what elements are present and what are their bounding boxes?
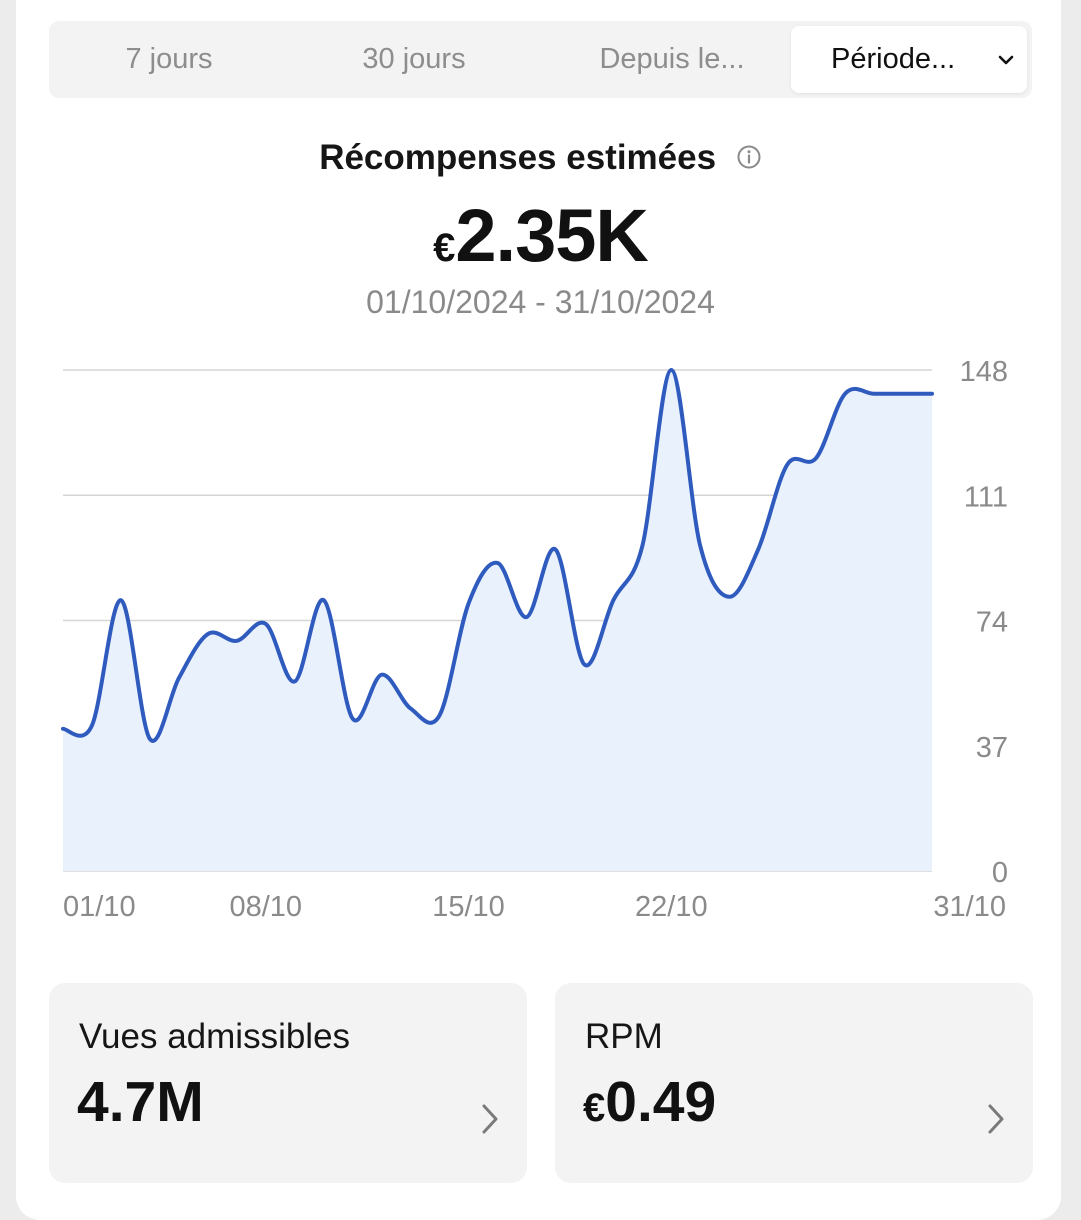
eligible-views-number: 4.7M — [77, 1070, 204, 1134]
rewards-value: 2.35K — [455, 194, 648, 277]
chart-series-line — [61, 368, 934, 743]
rpm-label: RPM — [585, 1017, 663, 1056]
eligible-views-label: Vues admissibles — [79, 1017, 351, 1056]
rpm-card[interactable]: RPM €0.49 — [555, 983, 1033, 1183]
y-tick-label: 74 — [976, 607, 1008, 639]
x-tick-label: 15/10 — [432, 891, 505, 923]
x-tick-label: 08/10 — [229, 891, 302, 923]
eligible-views-card[interactable]: Vues admissibles 4.7M — [49, 983, 527, 1183]
chevron-down-icon — [998, 55, 1014, 65]
eligible-views-value: 4.7M — [77, 1069, 204, 1135]
chevron-right-icon — [482, 1104, 498, 1134]
rpm-number: 0.49 — [605, 1070, 717, 1134]
chart-area-fill — [63, 370, 932, 871]
rewards-amount: €2.35K — [0, 193, 1081, 278]
tab-custom-period[interactable]: Période... — [791, 26, 1027, 93]
info-icon[interactable] — [736, 144, 762, 170]
tab-custom-period-label: Période... — [831, 43, 956, 75]
rewards-title: Récompenses estimées — [0, 138, 1081, 178]
y-tick-label: 0 — [992, 857, 1008, 889]
chevron-right-icon — [988, 1104, 1004, 1134]
currency-symbol: € — [433, 226, 456, 270]
x-tick-label: 22/10 — [635, 891, 708, 923]
y-tick-label: 148 — [960, 356, 1008, 388]
rewards-chart: 148 111 74 37 0 01/10 08/10 15/10 22/10 31/10 — [61, 356, 1008, 923]
y-tick-label: 111 — [964, 481, 1008, 513]
tab-since[interactable]: Depuis le... — [599, 43, 745, 75]
x-tick-label: 31/10 — [933, 891, 1006, 923]
period-tabs: 7 jours 30 jours Depuis le... Période... — [49, 21, 1032, 98]
date-range: 01/10/2024 - 31/10/2024 — [366, 284, 715, 320]
tab-7-days[interactable]: 7 jours — [125, 43, 213, 75]
x-tick-label: 01/10 — [63, 891, 136, 923]
rpm-value: €0.49 — [583, 1069, 716, 1135]
rpm-currency: € — [583, 1086, 606, 1130]
tab-30-days[interactable]: 30 jours — [362, 43, 466, 75]
y-tick-label: 37 — [976, 732, 1008, 764]
rewards-title-text: Récompenses estimées — [319, 138, 717, 177]
